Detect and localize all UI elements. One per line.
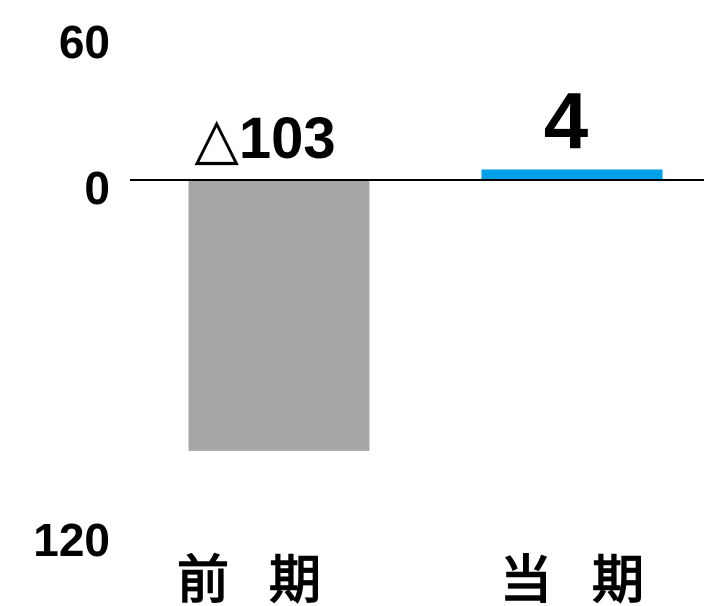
- data-labels: △103 4: [194, 76, 588, 171]
- y-tick-label: 120: [33, 514, 110, 566]
- bar-1: [188, 180, 370, 451]
- data-label-2: 4: [544, 76, 589, 165]
- data-label-1: △103: [194, 106, 335, 171]
- y-axis-ticks: 60 0 120: [33, 16, 110, 566]
- bar-2: [481, 169, 663, 180]
- category-labels: 前期 当期: [177, 551, 684, 606]
- y-tick-label: 0: [84, 162, 110, 214]
- y-tick-label: 60: [59, 16, 110, 68]
- category-label-2: 当期: [500, 551, 684, 606]
- category-label-1: 前期: [177, 551, 361, 606]
- bars: [188, 169, 663, 451]
